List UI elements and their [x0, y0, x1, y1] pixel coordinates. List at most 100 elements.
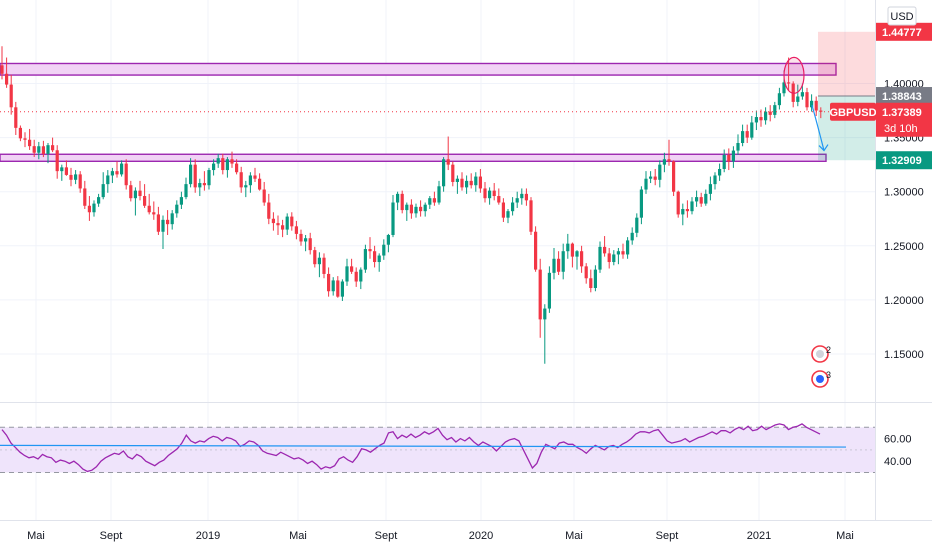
candle-body	[589, 278, 593, 288]
highlight-ellipse[interactable]	[783, 56, 805, 94]
candle-body	[727, 154, 731, 162]
drawing-overlay[interactable]	[0, 56, 875, 152]
candle-body	[667, 159, 671, 162]
candle-body	[184, 184, 188, 198]
candle-body	[110, 171, 114, 176]
candle-body	[708, 184, 712, 194]
candle-body	[55, 150, 59, 172]
candle-body	[768, 111, 772, 115]
candle-body	[626, 240, 630, 255]
candle-body	[469, 180, 473, 186]
candle-body	[51, 145, 55, 151]
candle-body	[92, 203, 96, 213]
candle-body	[9, 84, 13, 108]
candle-body	[446, 159, 450, 165]
candle-body	[405, 204, 409, 211]
event-count: 2	[826, 345, 831, 355]
candle-body	[248, 175, 252, 186]
candle-body	[253, 175, 257, 179]
candle-body	[432, 198, 436, 203]
candle-body	[805, 92, 809, 108]
candle-body	[685, 209, 689, 212]
candle-body	[658, 164, 662, 180]
candle-body	[327, 273, 331, 292]
candle-body	[409, 204, 413, 214]
price-axis[interactable]: 1.150001.200001.250001.300001.350001.400…	[884, 79, 924, 362]
candle-body	[299, 233, 303, 242]
candle-body	[442, 159, 446, 187]
price-tick-label: 1.20000	[884, 295, 924, 307]
candle-body	[189, 164, 193, 185]
rsi-tick-label: 40.00	[884, 456, 912, 468]
candle-body	[258, 178, 262, 190]
candle-body	[506, 211, 510, 218]
candle-body	[695, 197, 699, 202]
candle-body	[120, 163, 124, 175]
economic-event-icon[interactable]: 2	[811, 345, 831, 363]
candle-body	[382, 244, 386, 256]
candle-body	[331, 280, 335, 292]
candle-body	[653, 176, 657, 180]
candle-body	[428, 198, 432, 205]
projection-arrow[interactable]	[811, 104, 825, 151]
candle-body	[87, 205, 91, 213]
currency-button[interactable]: USD	[887, 6, 917, 26]
symbol-label: GBPUSD	[829, 107, 876, 119]
candle-body	[235, 163, 239, 173]
candle-body	[198, 183, 202, 188]
time-tick-label: Mai	[565, 530, 583, 542]
price-label-box	[876, 151, 932, 170]
candle-body	[175, 204, 179, 214]
event-markers[interactable]: 23	[811, 345, 831, 388]
price-label-box	[876, 87, 932, 106]
candle-body	[28, 139, 32, 147]
candle-body	[616, 251, 620, 255]
candle-body	[492, 190, 496, 197]
candle-body	[124, 163, 128, 186]
economic-event-icon[interactable]: 3	[811, 370, 831, 388]
support-zone[interactable]	[0, 153, 827, 162]
candle-body	[800, 92, 804, 97]
candle-body	[731, 150, 735, 162]
candle-body	[336, 280, 340, 297]
candle-body	[455, 178, 459, 182]
time-axis[interactable]: Mai Sept 2019 Mai Sept 2020 Mai Sept 2021 Mai	[27, 530, 854, 542]
candle-body	[179, 197, 183, 205]
candle-body	[819, 110, 823, 112]
candle-body	[777, 93, 781, 106]
candle-body	[271, 218, 275, 224]
candle-body	[216, 158, 220, 164]
price-label-box	[876, 22, 932, 41]
candle-body	[138, 190, 142, 197]
candle-body	[340, 281, 344, 297]
candle-body	[285, 216, 289, 230]
candle-body	[161, 219, 165, 232]
symbol-label-box	[830, 102, 876, 121]
rsi-lines	[0, 423, 847, 473]
candle-body	[584, 266, 588, 279]
candle-body	[60, 167, 64, 172]
candle-body	[478, 176, 482, 189]
candle-body	[267, 202, 271, 219]
candle-body	[814, 100, 818, 111]
candle-body	[207, 170, 211, 186]
candle-body	[363, 249, 367, 270]
candle-body	[745, 131, 749, 138]
candle-body	[575, 251, 579, 257]
candle-body	[782, 82, 786, 94]
stop-loss-area[interactable]	[818, 31, 875, 97]
candle-body	[262, 189, 266, 203]
candle-body	[538, 269, 542, 320]
candle-body	[621, 251, 625, 255]
candle-body	[649, 176, 653, 179]
rsi-ma-line	[0, 444, 847, 448]
candle-body	[704, 193, 708, 204]
rsi-axis[interactable]: 40.00 60.00	[884, 434, 912, 469]
candle-body	[736, 143, 740, 151]
resistance-zone[interactable]	[0, 62, 837, 76]
candle-body	[791, 83, 795, 102]
candle-body	[69, 174, 73, 180]
candle-body	[5, 73, 9, 85]
